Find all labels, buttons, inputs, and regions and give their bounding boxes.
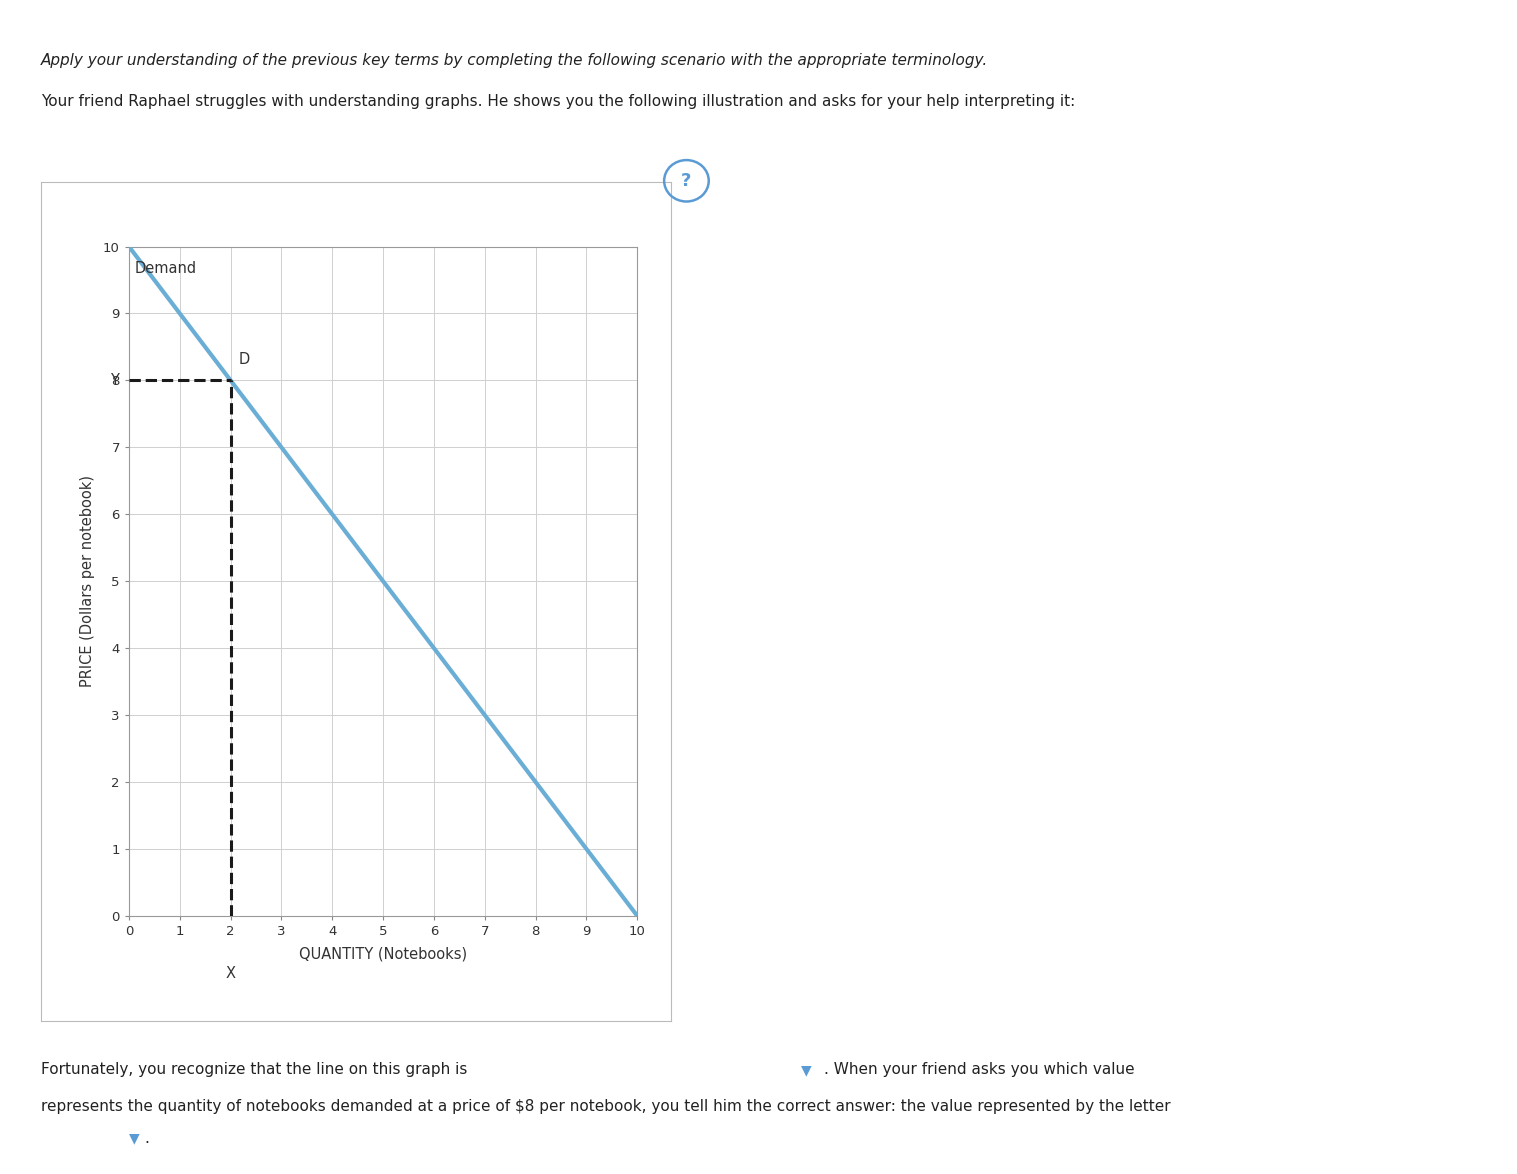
Text: . When your friend asks you which value: . When your friend asks you which value xyxy=(824,1062,1135,1078)
Text: Demand: Demand xyxy=(135,262,197,276)
Y-axis label: PRICE (Dollars per notebook): PRICE (Dollars per notebook) xyxy=(80,475,94,687)
Text: ▼: ▼ xyxy=(801,1064,812,1078)
Text: Your friend Raphael struggles with understanding graphs. He shows you the follow: Your friend Raphael struggles with under… xyxy=(41,94,1076,109)
Text: represents the quantity of notebooks demanded at a price of $8 per notebook, you: represents the quantity of notebooks dem… xyxy=(41,1099,1171,1114)
Text: X: X xyxy=(226,966,235,981)
Text: D: D xyxy=(238,352,249,367)
Text: Y: Y xyxy=(109,373,118,387)
Text: ?: ? xyxy=(681,171,692,190)
Text: Apply your understanding of the previous key terms by completing the following s: Apply your understanding of the previous… xyxy=(41,53,988,68)
X-axis label: QUANTITY (Notebooks): QUANTITY (Notebooks) xyxy=(299,946,467,962)
Text: .: . xyxy=(144,1131,149,1146)
Text: ▼: ▼ xyxy=(129,1132,140,1146)
Text: Fortunately, you recognize that the line on this graph is: Fortunately, you recognize that the line… xyxy=(41,1062,467,1078)
